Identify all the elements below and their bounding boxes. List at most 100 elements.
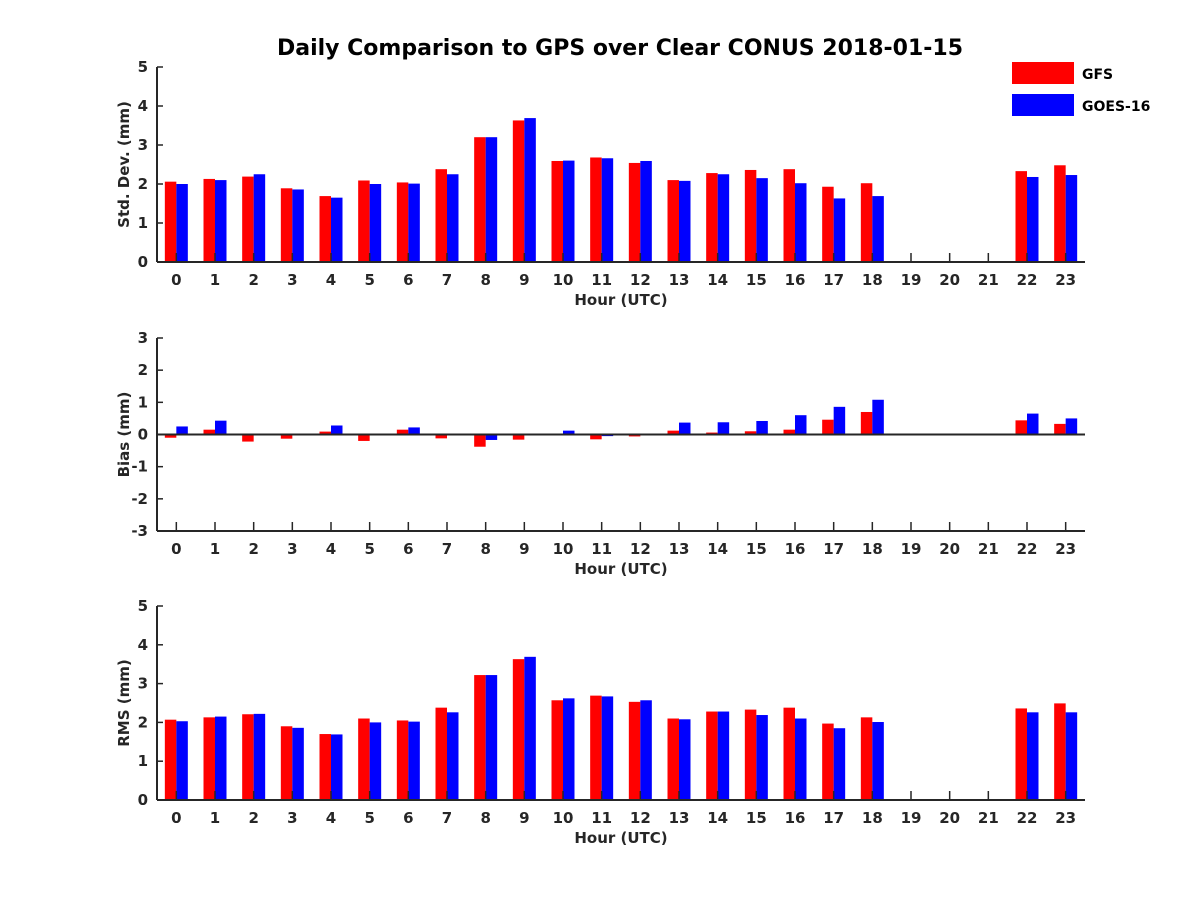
bar-std-goes16-5 <box>369 184 382 262</box>
bar-std-gfs-8 <box>474 137 486 262</box>
bar-std-goes16-6 <box>408 183 420 262</box>
bar-std-goes16-2 <box>253 174 266 262</box>
bar-std-goes16-1 <box>215 180 227 262</box>
xtick-label-std-9: 9 <box>519 271 529 289</box>
ytick-label-std-5: 5 <box>138 58 148 76</box>
bar-std-gfs-4 <box>319 196 331 262</box>
bar-std-goes16-17 <box>833 198 846 262</box>
xaxis-label-rms: Hour (UTC) <box>574 829 667 847</box>
legend-label-goes: GOES-16 <box>1082 99 1150 115</box>
xtick-label-bias-11: 11 <box>591 540 612 558</box>
xaxis-label-std: Hour (UTC) <box>574 291 667 309</box>
xtick-label-rms-1: 1 <box>210 809 220 827</box>
xtick-label-std-5: 5 <box>364 271 374 289</box>
bar-std-gfs-13 <box>667 180 679 262</box>
bar-std-goes16-0 <box>176 184 188 262</box>
xtick-label-bias-17: 17 <box>823 540 844 558</box>
xtick-label-rms-2: 2 <box>248 809 258 827</box>
bar-bias-goes16-8 <box>485 434 498 440</box>
bar-rms-gfs-1 <box>203 717 215 800</box>
bar-std-gfs-9 <box>512 120 525 263</box>
bar-rms-goes16-12 <box>640 700 652 800</box>
xtick-label-rms-3: 3 <box>287 809 297 827</box>
ytick-label-bias-2: -1 <box>131 458 148 476</box>
bar-std-gfs-1 <box>203 178 215 262</box>
bar-bias-gfs-5 <box>358 434 370 441</box>
bar-std-gfs-6 <box>396 182 409 262</box>
bar-std-goes16-15 <box>756 178 768 262</box>
xtick-label-std-3: 3 <box>287 271 297 289</box>
ytick-label-bias-3: 0 <box>138 426 148 444</box>
xtick-label-std-18: 18 <box>862 271 883 289</box>
bar-rms-goes16-17 <box>833 728 846 800</box>
bar-bias-gfs-18 <box>860 411 873 435</box>
xtick-label-bias-23: 23 <box>1055 540 1076 558</box>
bar-rms-gfs-15 <box>744 709 757 800</box>
yaxis-label-bias: Bias (mm) <box>115 392 133 478</box>
bar-bias-gfs-9 <box>512 434 525 440</box>
bar-std-goes16-13 <box>679 180 691 262</box>
ytick-label-rms-0: 0 <box>138 791 148 809</box>
bar-bias-gfs-16 <box>783 429 795 435</box>
xtick-label-bias-5: 5 <box>364 540 374 558</box>
bar-bias-gfs-17 <box>822 419 834 435</box>
legend: GFS GOES-16 <box>1012 62 1150 116</box>
xtick-label-std-20: 20 <box>939 271 960 289</box>
xtick-label-bias-7: 7 <box>442 540 452 558</box>
bar-std-goes16-7 <box>447 174 459 262</box>
bar-std-gfs-10 <box>551 160 563 262</box>
yaxis-label-rms: RMS (mm) <box>115 659 133 746</box>
xtick-label-rms-4: 4 <box>326 809 336 827</box>
bar-bias-gfs-6 <box>396 429 409 435</box>
bar-std-gfs-17 <box>822 186 834 262</box>
xtick-label-bias-10: 10 <box>553 540 574 558</box>
bar-bias-gfs-22 <box>1015 420 1027 435</box>
xtick-label-bias-19: 19 <box>901 540 922 558</box>
bar-rms-gfs-2 <box>242 714 254 800</box>
ytick-label-bias-0: -3 <box>131 522 148 540</box>
bar-rms-goes16-7 <box>447 712 459 800</box>
xtick-label-bias-21: 21 <box>978 540 999 558</box>
bar-rms-gfs-0 <box>164 719 177 800</box>
bar-std-goes16-23 <box>1065 175 1078 262</box>
xtick-label-std-22: 22 <box>1017 271 1038 289</box>
xtick-label-rms-15: 15 <box>746 809 767 827</box>
xtick-label-bias-20: 20 <box>939 540 960 558</box>
legend-swatch-gfs <box>1012 62 1074 84</box>
bar-bias-gfs-15 <box>744 431 757 435</box>
xtick-label-std-8: 8 <box>480 271 490 289</box>
xtick-label-std-16: 16 <box>785 271 806 289</box>
xtick-label-bias-2: 2 <box>248 540 258 558</box>
bar-bias-gfs-2 <box>242 434 254 442</box>
xtick-label-std-17: 17 <box>823 271 844 289</box>
bar-bias-goes16-13 <box>679 422 691 435</box>
ytick-label-rms-3: 3 <box>138 675 148 693</box>
bar-bias-goes16-1 <box>215 420 227 435</box>
xtick-label-rms-11: 11 <box>591 809 612 827</box>
xtick-label-rms-17: 17 <box>823 809 844 827</box>
legend-label-gfs: GFS <box>1082 67 1113 83</box>
xtick-label-rms-10: 10 <box>553 809 574 827</box>
bar-bias-goes16-17 <box>833 406 846 435</box>
xtick-label-std-12: 12 <box>630 271 651 289</box>
bar-std-gfs-14 <box>706 173 718 262</box>
bar-std-goes16-10 <box>563 160 575 262</box>
bar-bias-goes16-18 <box>872 399 884 435</box>
ytick-label-std-4: 4 <box>138 97 148 115</box>
xtick-label-bias-12: 12 <box>630 540 651 558</box>
xtick-label-std-10: 10 <box>553 271 574 289</box>
bar-rms-gfs-22 <box>1015 708 1027 800</box>
xtick-label-rms-5: 5 <box>364 809 374 827</box>
bar-rms-gfs-13 <box>667 718 679 800</box>
bar-std-goes16-4 <box>331 197 343 262</box>
bar-rms-goes16-13 <box>679 719 691 800</box>
xtick-label-bias-8: 8 <box>480 540 490 558</box>
bar-rms-goes16-5 <box>369 722 382 800</box>
bar-bias-gfs-23 <box>1054 423 1066 435</box>
bar-rms-gfs-16 <box>783 707 795 800</box>
bar-bias-goes16-0 <box>176 426 188 435</box>
ytick-label-std-0: 0 <box>138 253 148 271</box>
bar-bias-gfs-0 <box>164 434 177 438</box>
bar-std-gfs-7 <box>435 169 447 262</box>
